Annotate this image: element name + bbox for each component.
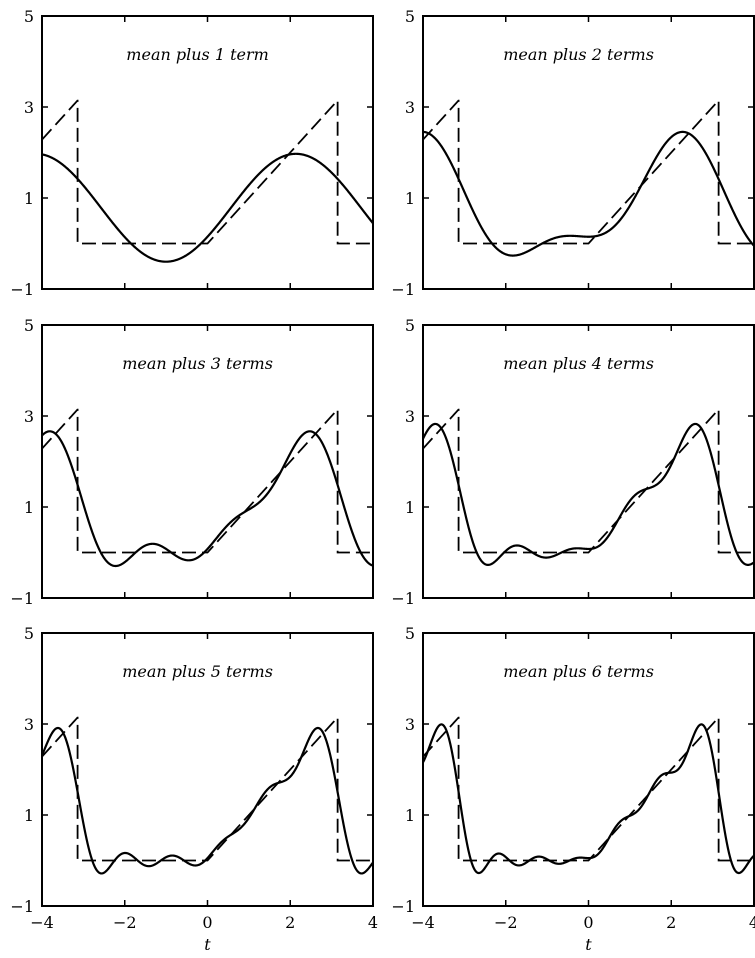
panel-3: −1 1 3 5 mean plus 3 terms (10, 316, 374, 608)
x-tick-label: 2 (666, 913, 676, 932)
panel-title: mean plus 1 term (126, 45, 269, 64)
target-function-line (423, 99, 754, 245)
y-tick-label: 1 (405, 189, 415, 208)
x-axis-label: t (204, 935, 211, 954)
x-tick-label: 0 (202, 913, 212, 932)
x-tick-label: 4 (749, 913, 755, 932)
target-function-line (42, 99, 373, 245)
y-tick-label: 3 (405, 98, 415, 117)
y-tick-label: 3 (24, 715, 34, 734)
y-tick-label: 3 (24, 98, 34, 117)
panel-6: −1 1 3 5 −4 −2 0 2 4 t mean plus 6 terms (391, 624, 755, 954)
y-tick-label: 5 (405, 316, 415, 335)
y-tick-label: 5 (24, 7, 34, 26)
y-tick-label: −1 (391, 280, 415, 299)
partial-sum-line (42, 152, 373, 263)
panel-title: mean plus 3 terms (122, 354, 273, 373)
target-function-line (423, 716, 754, 862)
y-tick-label: 3 (405, 407, 415, 426)
target-function-line (42, 408, 373, 554)
y-tick-label: 5 (24, 316, 34, 335)
x-tick-label: 4 (368, 913, 378, 932)
y-tick-label: −1 (10, 897, 34, 916)
panel-title: mean plus 6 terms (503, 662, 654, 681)
y-tick-label: 1 (24, 498, 34, 517)
y-tick-label: 5 (24, 624, 34, 643)
partial-sum-line (423, 422, 754, 566)
panel-1: −1 1 3 5 mean plus 1 term (10, 7, 374, 299)
target-function-line (42, 716, 373, 862)
partial-sum-line (423, 130, 754, 257)
x-tick-label: −2 (494, 913, 518, 932)
panel-5: −1 1 3 5 −4 −2 0 2 4 t mean plus 5 terms (10, 624, 378, 954)
partial-sum-line (42, 726, 373, 875)
panel-title: mean plus 4 terms (503, 354, 654, 373)
y-tick-label: 3 (24, 407, 34, 426)
y-tick-label: −1 (391, 589, 415, 608)
y-tick-label: 5 (405, 7, 415, 26)
y-tick-label: −1 (10, 589, 34, 608)
y-tick-label: 1 (24, 806, 34, 825)
y-tick-label: 3 (405, 715, 415, 734)
panel-4: −1 1 3 5 mean plus 4 terms (391, 316, 755, 608)
y-tick-label: −1 (391, 897, 415, 916)
y-tick-label: 1 (405, 498, 415, 517)
x-tick-label: −4 (30, 913, 54, 932)
y-tick-label: −1 (10, 280, 34, 299)
panel-title: mean plus 5 terms (122, 662, 273, 681)
x-tick-label: −2 (113, 913, 137, 932)
target-function-line (423, 408, 754, 554)
y-tick-label: 5 (405, 624, 415, 643)
x-tick-label: −4 (411, 913, 435, 932)
x-tick-label: 0 (583, 913, 593, 932)
x-tick-label: 2 (285, 913, 295, 932)
y-tick-label: 1 (24, 189, 34, 208)
panel-title: mean plus 2 terms (503, 45, 654, 64)
partial-sum-line (42, 430, 373, 568)
y-tick-label: 1 (405, 806, 415, 825)
panel-2: −1 1 3 5 mean plus 2 terms (391, 7, 755, 299)
x-axis-label: t (585, 935, 592, 954)
partial-sum-line (423, 723, 754, 875)
